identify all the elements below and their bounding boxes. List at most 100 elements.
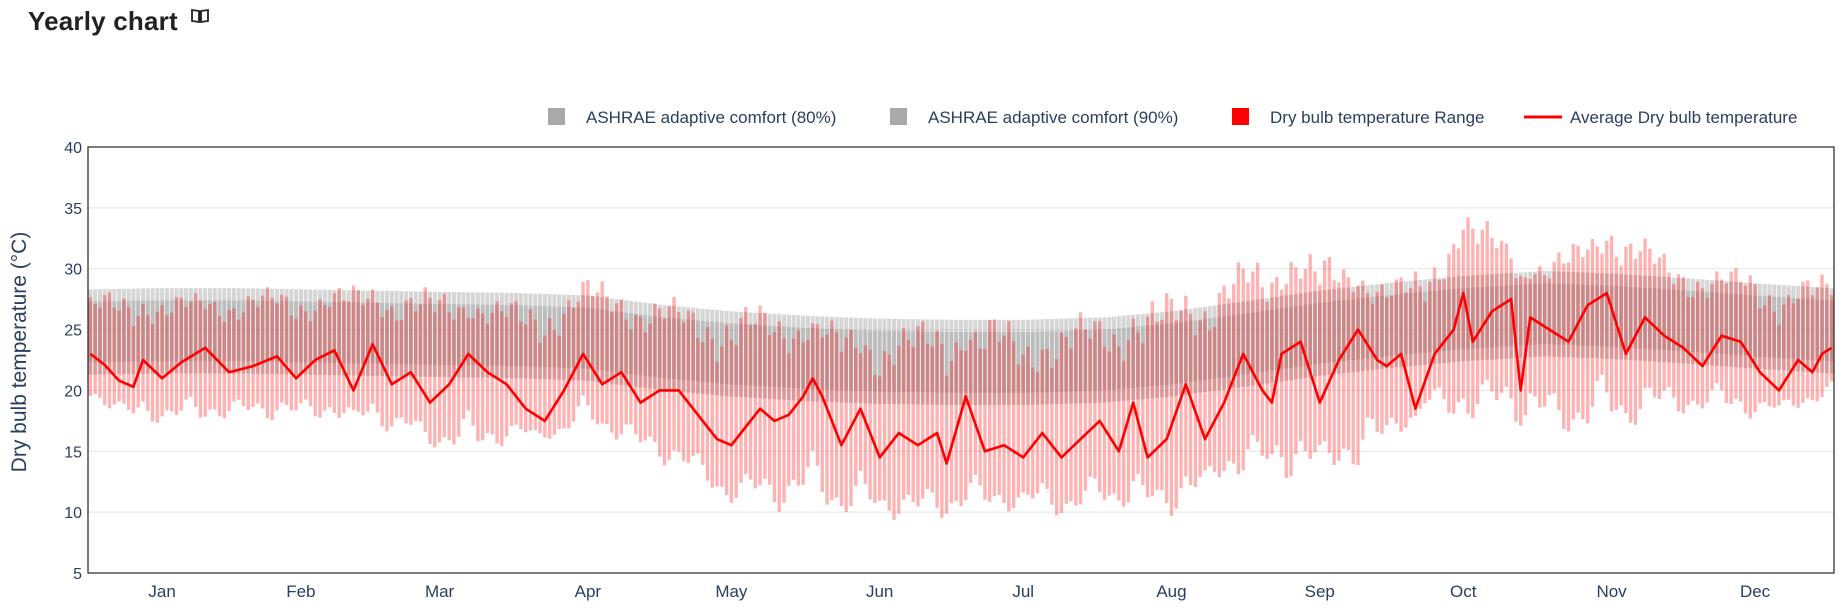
comfort-90-bar	[791, 327, 796, 389]
comfort-80-bar	[1705, 279, 1710, 366]
comfort-80-bar	[786, 314, 791, 400]
range-bar	[662, 319, 667, 466]
range-bar	[710, 338, 714, 488]
comfort-80-bar	[671, 306, 676, 392]
range-bar	[691, 312, 695, 456]
x-tick-label: Feb	[286, 582, 315, 601]
comfort-90-bar	[107, 301, 112, 363]
comfort-80-bar	[1509, 273, 1514, 359]
comfort-90-bar	[1494, 286, 1499, 348]
comfort-80-bar	[188, 288, 193, 374]
comfort-90-bar	[1188, 320, 1193, 382]
comfort-80-bar	[1092, 317, 1097, 403]
comfort-80-bar	[97, 289, 102, 375]
comfort-80-bar	[954, 319, 959, 406]
comfort-80-bar	[982, 319, 987, 406]
comfort-90-bar	[815, 328, 820, 390]
comfort-90-bar	[1686, 290, 1691, 352]
range-bar	[1208, 330, 1212, 467]
comfort-80-bar	[160, 288, 165, 374]
comfort-80-bar	[743, 312, 748, 398]
range-bar	[442, 293, 447, 438]
comfort-80-bar	[868, 318, 873, 404]
comfort-80-bar	[1829, 288, 1834, 374]
comfort-80-bar	[193, 288, 198, 374]
range-bar	[839, 351, 844, 507]
comfort-80-bar	[978, 319, 983, 406]
range-bar	[136, 316, 140, 408]
comfort-90-bar	[1384, 295, 1389, 357]
comfort-90-bar	[117, 301, 122, 362]
range-bar	[1298, 278, 1303, 441]
comfort-90-bar	[442, 304, 447, 365]
comfort-90-bar	[1069, 330, 1074, 392]
range-bar	[1562, 263, 1566, 429]
comfort-80-bar	[834, 317, 839, 403]
comfort-80-bar	[1437, 278, 1442, 364]
legend-swatch	[1232, 108, 1249, 125]
comfort-90-bar	[1212, 317, 1217, 379]
comfort-90-bar	[667, 317, 672, 379]
comfort-90-bar	[939, 331, 944, 393]
comfort-90-bar	[1427, 291, 1432, 353]
comfort-80-bar	[872, 318, 877, 404]
comfort-90-bar	[327, 302, 332, 363]
comfort-80-bar	[1418, 279, 1423, 366]
comfort-90-bar	[509, 305, 514, 366]
comfort-80-bar	[858, 317, 863, 404]
range-bar	[1131, 318, 1135, 482]
comfort-90-bar	[777, 326, 782, 388]
range-bar	[1700, 288, 1705, 409]
range-bar	[648, 323, 652, 437]
comfort-80-bar	[1753, 283, 1758, 369]
comfort-80-bar	[1413, 280, 1418, 366]
comfort-80-bar	[1370, 284, 1375, 370]
range-bar	[1016, 364, 1021, 498]
range-bar	[1389, 296, 1394, 418]
range-bar	[1050, 367, 1054, 505]
comfort-90-bar	[557, 306, 562, 368]
range-bar	[1098, 321, 1102, 492]
comfort-80-bar	[1116, 316, 1121, 402]
range-bar	[1035, 371, 1040, 494]
comfort-90-bar	[1341, 300, 1346, 361]
range-bar	[1471, 228, 1475, 419]
range-bar	[1643, 238, 1647, 389]
comfort-90-bar	[628, 313, 633, 374]
comfort-90-bar	[126, 300, 131, 362]
x-tick-label: Mar	[425, 582, 455, 601]
comfort-80-bar	[1776, 284, 1781, 371]
comfort-90-bar	[538, 305, 543, 367]
range-bar	[1667, 272, 1671, 388]
comfort-90-bar	[571, 307, 576, 368]
range-bar	[452, 319, 456, 445]
comfort-90-bar	[279, 301, 284, 362]
range-bar	[610, 312, 614, 433]
range-bar	[1547, 278, 1552, 396]
comfort-90-bar	[1293, 306, 1298, 368]
range-bar	[294, 318, 298, 411]
comfort-80-bar	[1375, 284, 1380, 370]
comfort-80-bar	[1025, 319, 1030, 405]
open-book-icon[interactable]	[190, 8, 210, 29]
range-bar	[921, 321, 925, 499]
comfort-90-bar	[485, 304, 490, 366]
range-bar	[1595, 246, 1599, 381]
comfort-90-bar	[404, 303, 409, 365]
comfort-90-bar	[729, 323, 734, 385]
range-bar	[1054, 359, 1059, 516]
comfort-80-bar	[882, 318, 887, 404]
comfort-80-bar	[475, 292, 480, 378]
comfort-80-bar	[949, 319, 954, 405]
range-bar	[701, 342, 705, 465]
comfort-90-bar	[499, 304, 504, 366]
comfort-80-bar	[494, 292, 500, 378]
y-tick-label: 30	[64, 262, 82, 279]
range-bar	[1585, 249, 1590, 424]
comfort-90-bar	[1489, 286, 1494, 348]
comfort-90-bar	[652, 316, 657, 378]
comfort-90-bar	[561, 306, 566, 368]
comfort-90-bar	[834, 329, 839, 391]
comfort-80-bar	[107, 289, 112, 375]
comfort-80-bar	[1552, 271, 1557, 357]
